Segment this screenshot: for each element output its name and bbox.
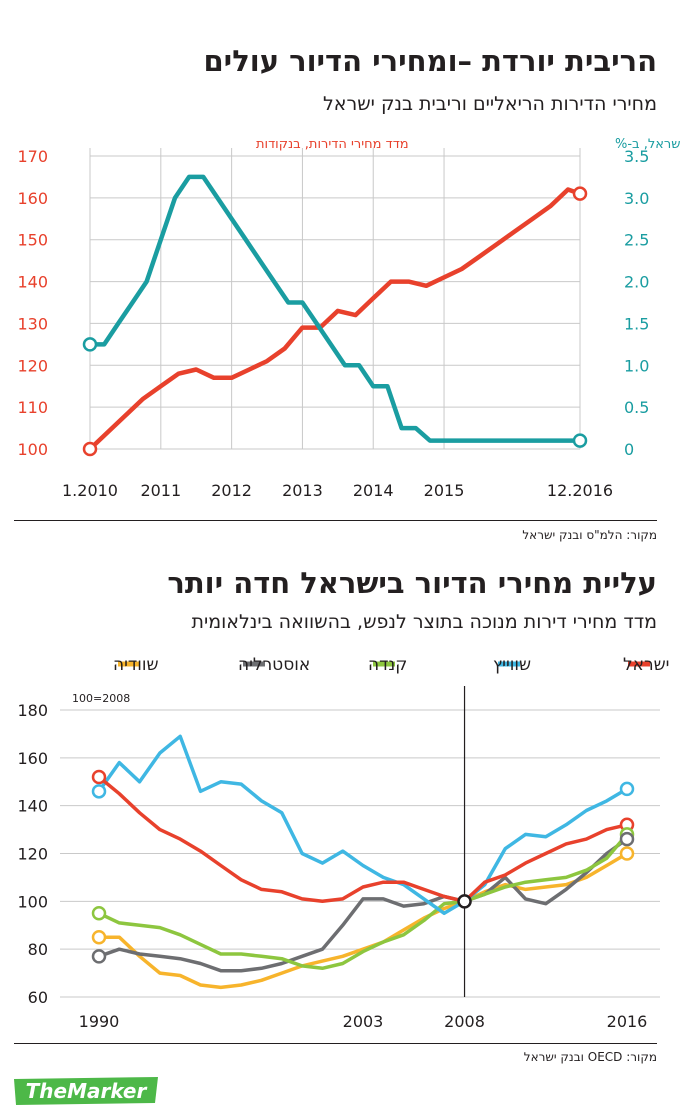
legend-label: אוסטרליה [238,655,310,675]
switzerland-line [97,734,629,916]
left-axis-title: מדד מחירי הדירות, בנקודות [256,137,409,152]
australia-end-marker [619,831,635,847]
left-tick-label: 100 [17,440,48,459]
y-tick-label: 160 [17,749,48,768]
canada-start-marker [91,906,107,921]
left-tick-label: 120 [17,356,48,375]
x-tick-label: 2003 [343,1012,384,1031]
y-tick-label: 80 [28,940,48,959]
right-tick-label: 3.5 [624,147,649,166]
chart2-svg: ישראל שווייץ קנדה אוסטרליה שוודיה 60 80 100 120 1… [17,655,669,1031]
left-tick-label: 140 [17,273,48,292]
left-tick-label: 170 [17,147,48,166]
y-tick-label: 60 [28,988,48,1007]
left-tick-label: 160 [17,189,48,208]
right-tick-label: 0.5 [624,398,649,417]
australia-line [97,837,629,973]
israel-start-marker [91,769,107,785]
switzerland-end-marker [619,781,635,797]
base-year-marker [457,894,472,909]
right-tick-label: 0 [624,440,634,459]
y-tick-label: 120 [17,845,48,864]
interest-rate-end-marker [572,433,588,448]
chart1-divider [14,520,657,521]
y-tick-label: 180 [17,701,48,720]
chart2-title: עליית מחירי הדיור בישראל חדה יותר [167,566,657,600]
x-tick-label: 2015 [424,481,465,500]
x-tick-label: 2011 [140,481,181,500]
chart1-subtitle: מחירי הדירות הריאליים וריבית בנק ישראל [322,93,657,115]
switzerland-start-marker [91,784,107,799]
sweden-line [97,851,629,990]
chart1-title: הריבית יורדת –ומחירי הדיור עולים [203,44,657,78]
legend-label: קנדה [368,655,407,675]
housing-index-line [87,187,583,452]
x-tick-label: 1.2010 [62,481,118,500]
right-axis-title: ריבית בנק ישראל, ב-% [615,137,681,152]
x-tick-label: 2008 [444,1012,485,1031]
right-tick-label: 2.0 [624,273,649,292]
sweden-end-marker [619,846,635,861]
chart2-subtitle: מדד מחירי דירות מנוכה בתוצר לנפש, בהשווא… [191,611,657,633]
y-tick-label: 140 [17,797,48,816]
x-tick-label: 1990 [79,1012,120,1031]
sweden-start-marker [91,929,107,945]
x-tick-label: 12.2016 [547,481,613,500]
logo-shape [14,1077,158,1105]
legend-label: ישראל [623,655,669,675]
left-tick-label: 130 [17,314,48,333]
x-tick-label: 2014 [353,481,394,500]
x-tick-label: 2012 [211,481,252,500]
chart2-source: מקור: OECD ובנק ישראל [523,1050,657,1064]
housing-index-start-marker [82,441,98,457]
right-tick-label: 2.5 [624,231,649,250]
legend-label: שווייץ [493,655,531,675]
logo-text: TheMarker [26,1079,148,1103]
right-tick-label: 3.0 [624,189,649,208]
chart2-divider [14,1043,657,1044]
y-tick-label: 100 [17,892,48,911]
right-tick-label: 1.0 [624,356,649,375]
australia-start-marker [91,949,107,964]
chart1-svg: מדד מחירי הדירות, בנקודות ריבית בנק ישראל… [17,137,681,500]
legend-label: שוודיה [113,655,159,675]
right-tick-label: 1.5 [624,314,649,333]
left-tick-label: 150 [17,231,48,250]
canada-line [97,832,629,971]
x-tick-label: 2016 [607,1012,648,1031]
left-tick-label: 110 [17,398,48,417]
housing-index-end-marker [572,186,588,201]
x-tick-label: 2013 [282,481,323,500]
chart1-source: מקור: הלמ"ס ובנק ישראל [522,528,657,542]
interest-rate-line [87,174,583,443]
interest-rate-start-marker [82,337,98,352]
israel-line [97,775,629,904]
base-year-annotation: 100=2008 [72,692,130,705]
themarker-logo: TheMarker [14,1077,158,1105]
